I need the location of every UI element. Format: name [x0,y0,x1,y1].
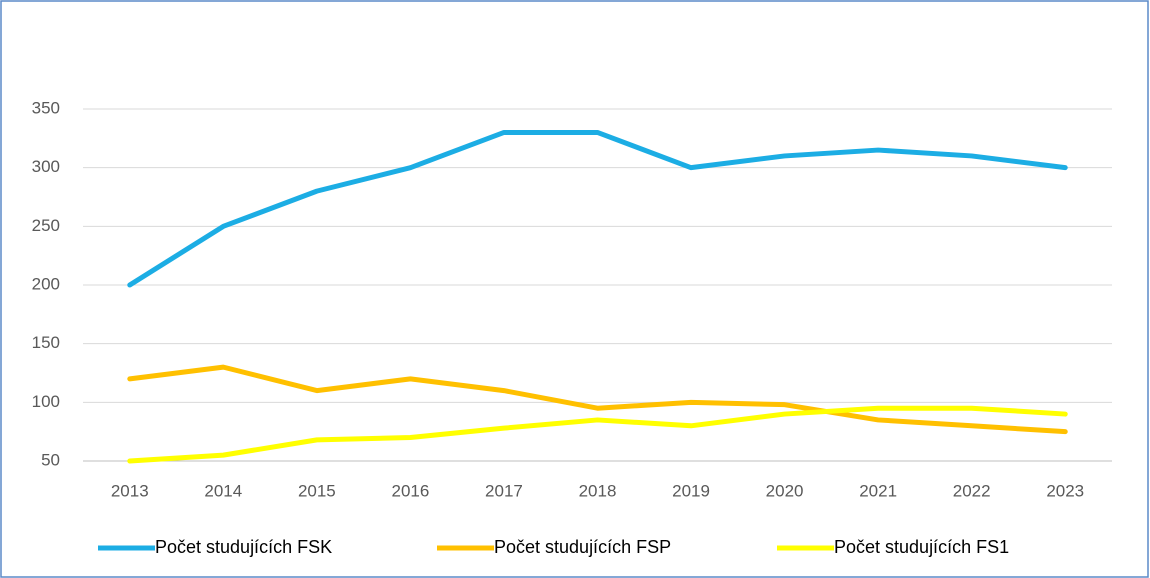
x-tick-label: 2022 [953,481,991,500]
legend-label: Počet studujících FSP [494,537,671,557]
x-tick-label: 2015 [298,481,336,500]
x-tick-label: 2020 [766,481,804,500]
series-line [127,364,1068,435]
legend: Počet studujících FSK Počet studujících F… [98,537,1009,557]
legend-label: Počet studujících FSK [155,537,332,557]
y-tick-label: 50 [41,450,60,469]
x-tick-label: 2019 [672,481,710,500]
x-tick-label: 2021 [859,481,897,500]
y-tick-label: 250 [32,216,60,235]
x-tick-label: 2018 [579,481,617,500]
x-tick-label: 2013 [111,481,149,500]
y-tick-label: 300 [32,157,60,176]
x-tick-label: 2014 [204,481,242,500]
y-tick-label: 350 [32,98,60,117]
x-tick-label: 2023 [1046,481,1084,500]
legend-label: Počet studujících FS1 [834,537,1009,557]
x-tick-label: 2017 [485,481,523,500]
series-line [127,129,1068,288]
y-tick-label: 150 [32,333,60,352]
y-tick-label: 200 [32,274,60,293]
y-tick-label: 100 [32,392,60,411]
x-tick-label: 2016 [391,481,429,500]
series-line [127,405,1068,464]
